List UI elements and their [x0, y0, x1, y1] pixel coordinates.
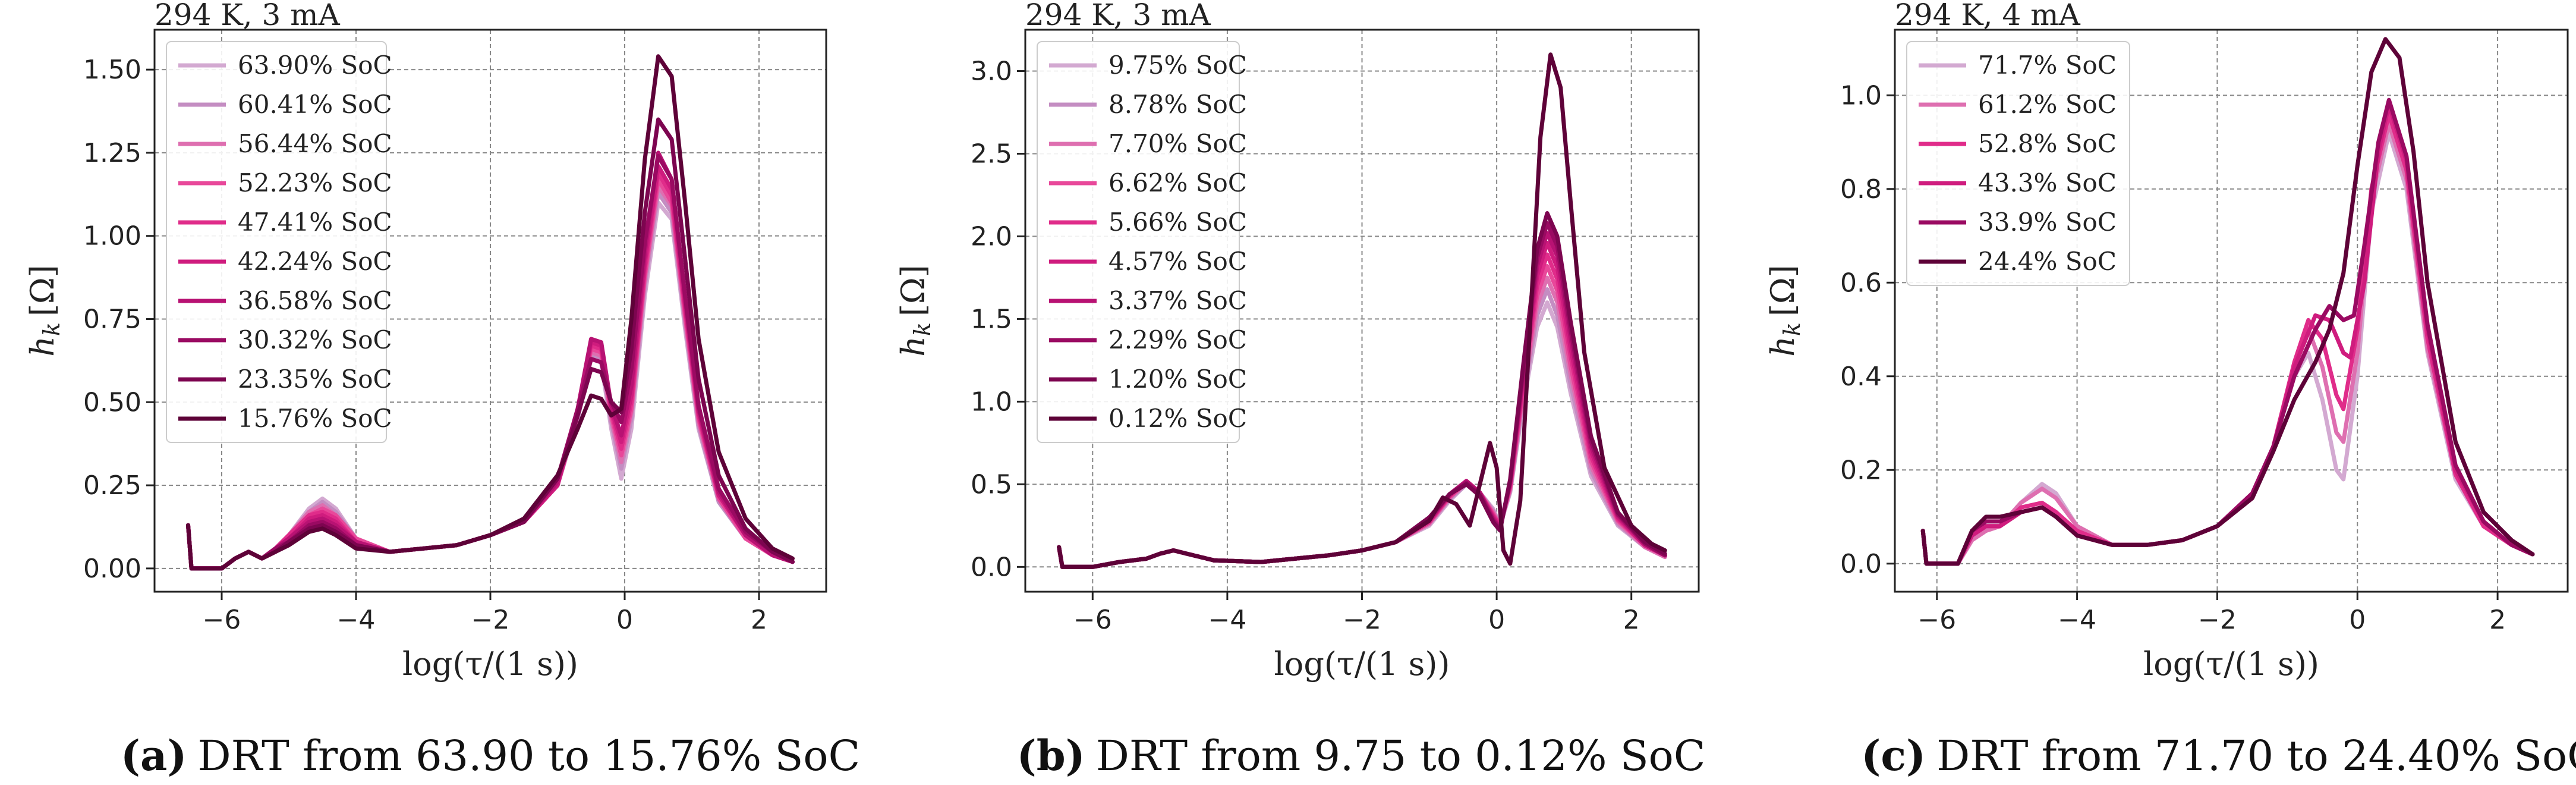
y-tick-label: 1.5: [971, 304, 1012, 334]
x-tick-label: −2: [1343, 605, 1381, 635]
caption-text: DRT from 71.70 to 24.40% SoC: [1936, 731, 2576, 780]
legend-label: 71.7% SoC: [1978, 51, 2117, 80]
series-line-9: [186, 54, 795, 571]
x-axis-label: log(τ/(1 s)): [1274, 645, 1450, 683]
x-tick-label: −4: [337, 605, 376, 635]
figure-caption: (a) DRT from 63.90 to 15.76% SoC: [121, 731, 860, 780]
chart-title: 294 K, 3 mA: [1025, 0, 1211, 32]
y-tick-label: 0.0: [971, 552, 1012, 582]
legend-label: 33.9% SoC: [1978, 208, 2117, 237]
figure-caption: (c) DRT from 71.70 to 24.40% SoC: [1861, 731, 2576, 780]
y-tick-label: 1.0: [1840, 80, 1882, 111]
legend-label: 43.3% SoC: [1978, 168, 2117, 197]
legend-label: 52.23% SoC: [238, 168, 392, 197]
legend-label: 61.2% SoC: [1978, 90, 2117, 119]
y-tick-label: 1.50: [83, 55, 141, 85]
legend-label: 52.8% SoC: [1978, 129, 2117, 158]
x-axis-label: log(τ/(1 s)): [402, 645, 578, 683]
y-tick-label: 1.00: [83, 221, 141, 252]
caption-text: DRT from 9.75 to 0.12% SoC: [1096, 731, 1706, 780]
y-axis-label-main: h: [895, 336, 932, 357]
y-axis-label-main: h: [1764, 336, 1802, 357]
y-axis-label-unit: [Ω]: [895, 265, 932, 316]
y-tick-label: 0.5: [971, 469, 1012, 500]
legend-label: 63.90% SoC: [238, 51, 392, 80]
y-axis-label-sub: k: [1779, 322, 1805, 336]
x-tick-label: 2: [2489, 605, 2506, 635]
x-tick-label: −4: [2058, 605, 2096, 635]
y-axis-label-sub: k: [909, 322, 936, 336]
y-axis-label-unit: [Ω]: [1764, 265, 1802, 316]
panel-a: −6 −4 −2 0 2 0.00 0.25 0.50 0.75 1.00 1.25 1.50 294 …: [24, 0, 860, 780]
legend-label: 4.57% SoC: [1109, 247, 1247, 276]
y-tick-label: 0.75: [83, 304, 141, 334]
y-tick-label: 1.25: [83, 138, 141, 168]
legend-label: 1.20% SoC: [1109, 365, 1247, 394]
caption-letter: (c): [1861, 731, 1926, 780]
y-tick-label: 0.0: [1840, 549, 1882, 579]
panel-b: −6 −4 −2 0 2 0.0 0.5 1.0 1.5 2.0 2.5 3.0 294 K, 3 mA…: [895, 0, 1705, 780]
legend-label: 15.76% SoC: [238, 404, 392, 433]
series-line-5: [1920, 37, 2535, 566]
y-axis-label: hk [Ω]: [1764, 265, 1805, 357]
x-tick-label: −2: [2198, 605, 2237, 635]
x-tick-label: 2: [1623, 605, 1640, 635]
legend-label: 47.41% SoC: [238, 208, 392, 237]
legend-label: 60.41% SoC: [238, 90, 392, 119]
y-tick-label: 1.0: [971, 387, 1012, 417]
y-tick-label: 0.6: [1840, 268, 1882, 298]
x-tick-label: 0: [2349, 605, 2366, 635]
plot-frame: [1894, 29, 2569, 593]
y-tick-label: 2.0: [971, 221, 1012, 252]
y-tick-label: 0.4: [1840, 362, 1882, 392]
legend-label: 36.58% SoC: [238, 286, 392, 315]
y-tick-label: 0.25: [83, 470, 141, 501]
x-tick-label: −6: [1917, 605, 1956, 635]
y-tick-label: 0.2: [1840, 455, 1882, 485]
y-axis-label-sub: k: [39, 322, 65, 336]
x-tick-label: 0: [1488, 605, 1505, 635]
series-line-9: [1057, 52, 1667, 569]
legend-label: 5.66% SoC: [1109, 208, 1247, 237]
legend-label: 23.35% SoC: [238, 365, 392, 394]
legend-label: 30.32% SoC: [238, 325, 392, 354]
y-axis-label: hk [Ω]: [895, 265, 936, 357]
legend-label: 56.44% SoC: [238, 129, 392, 158]
caption-text: DRT from 63.90 to 15.76% SoC: [197, 731, 860, 780]
panel-c: −6 −4 −2 0 2 0.0 0.2 0.4 0.6 0.8 1.0 294 K, 4 mA log…: [1764, 0, 2576, 780]
y-axis-label: hk [Ω]: [24, 265, 65, 357]
caption-letter: (a): [121, 731, 187, 780]
figure-caption: (b) DRT from 9.75 to 0.12% SoC: [1017, 731, 1706, 780]
legend-label: 0.12% SoC: [1109, 404, 1247, 433]
legend-label: 2.29% SoC: [1109, 325, 1247, 354]
x-tick-label: −4: [1208, 605, 1246, 635]
x-tick-label: 0: [616, 605, 633, 635]
legend-label: 9.75% SoC: [1109, 51, 1247, 80]
legend-label: 3.37% SoC: [1109, 286, 1247, 315]
legend-label: 6.62% SoC: [1109, 168, 1247, 197]
y-tick-label: 2.5: [971, 139, 1012, 169]
x-tick-label: −6: [203, 605, 241, 635]
caption-letter: (b): [1017, 731, 1085, 780]
y-axis-label-main: h: [24, 336, 61, 357]
x-tick-label: −2: [471, 605, 510, 635]
legend-label: 42.24% SoC: [238, 247, 392, 276]
legend-label: 24.4% SoC: [1978, 247, 2117, 276]
y-tick-label: 3.0: [971, 56, 1012, 86]
y-tick-label: 0.00: [83, 554, 141, 584]
x-tick-label: −6: [1073, 605, 1112, 635]
y-axis-label-unit: [Ω]: [24, 265, 61, 316]
x-tick-label: 2: [751, 605, 767, 635]
legend-label: 7.70% SoC: [1109, 129, 1247, 158]
y-tick-label: 0.50: [83, 387, 141, 417]
chart-title: 294 K, 3 mA: [155, 0, 341, 32]
chart-title: 294 K, 4 mA: [1895, 0, 2081, 32]
legend-label: 8.78% SoC: [1109, 90, 1247, 119]
x-axis-label: log(τ/(1 s)): [2143, 645, 2319, 683]
y-tick-label: 0.8: [1840, 174, 1882, 205]
